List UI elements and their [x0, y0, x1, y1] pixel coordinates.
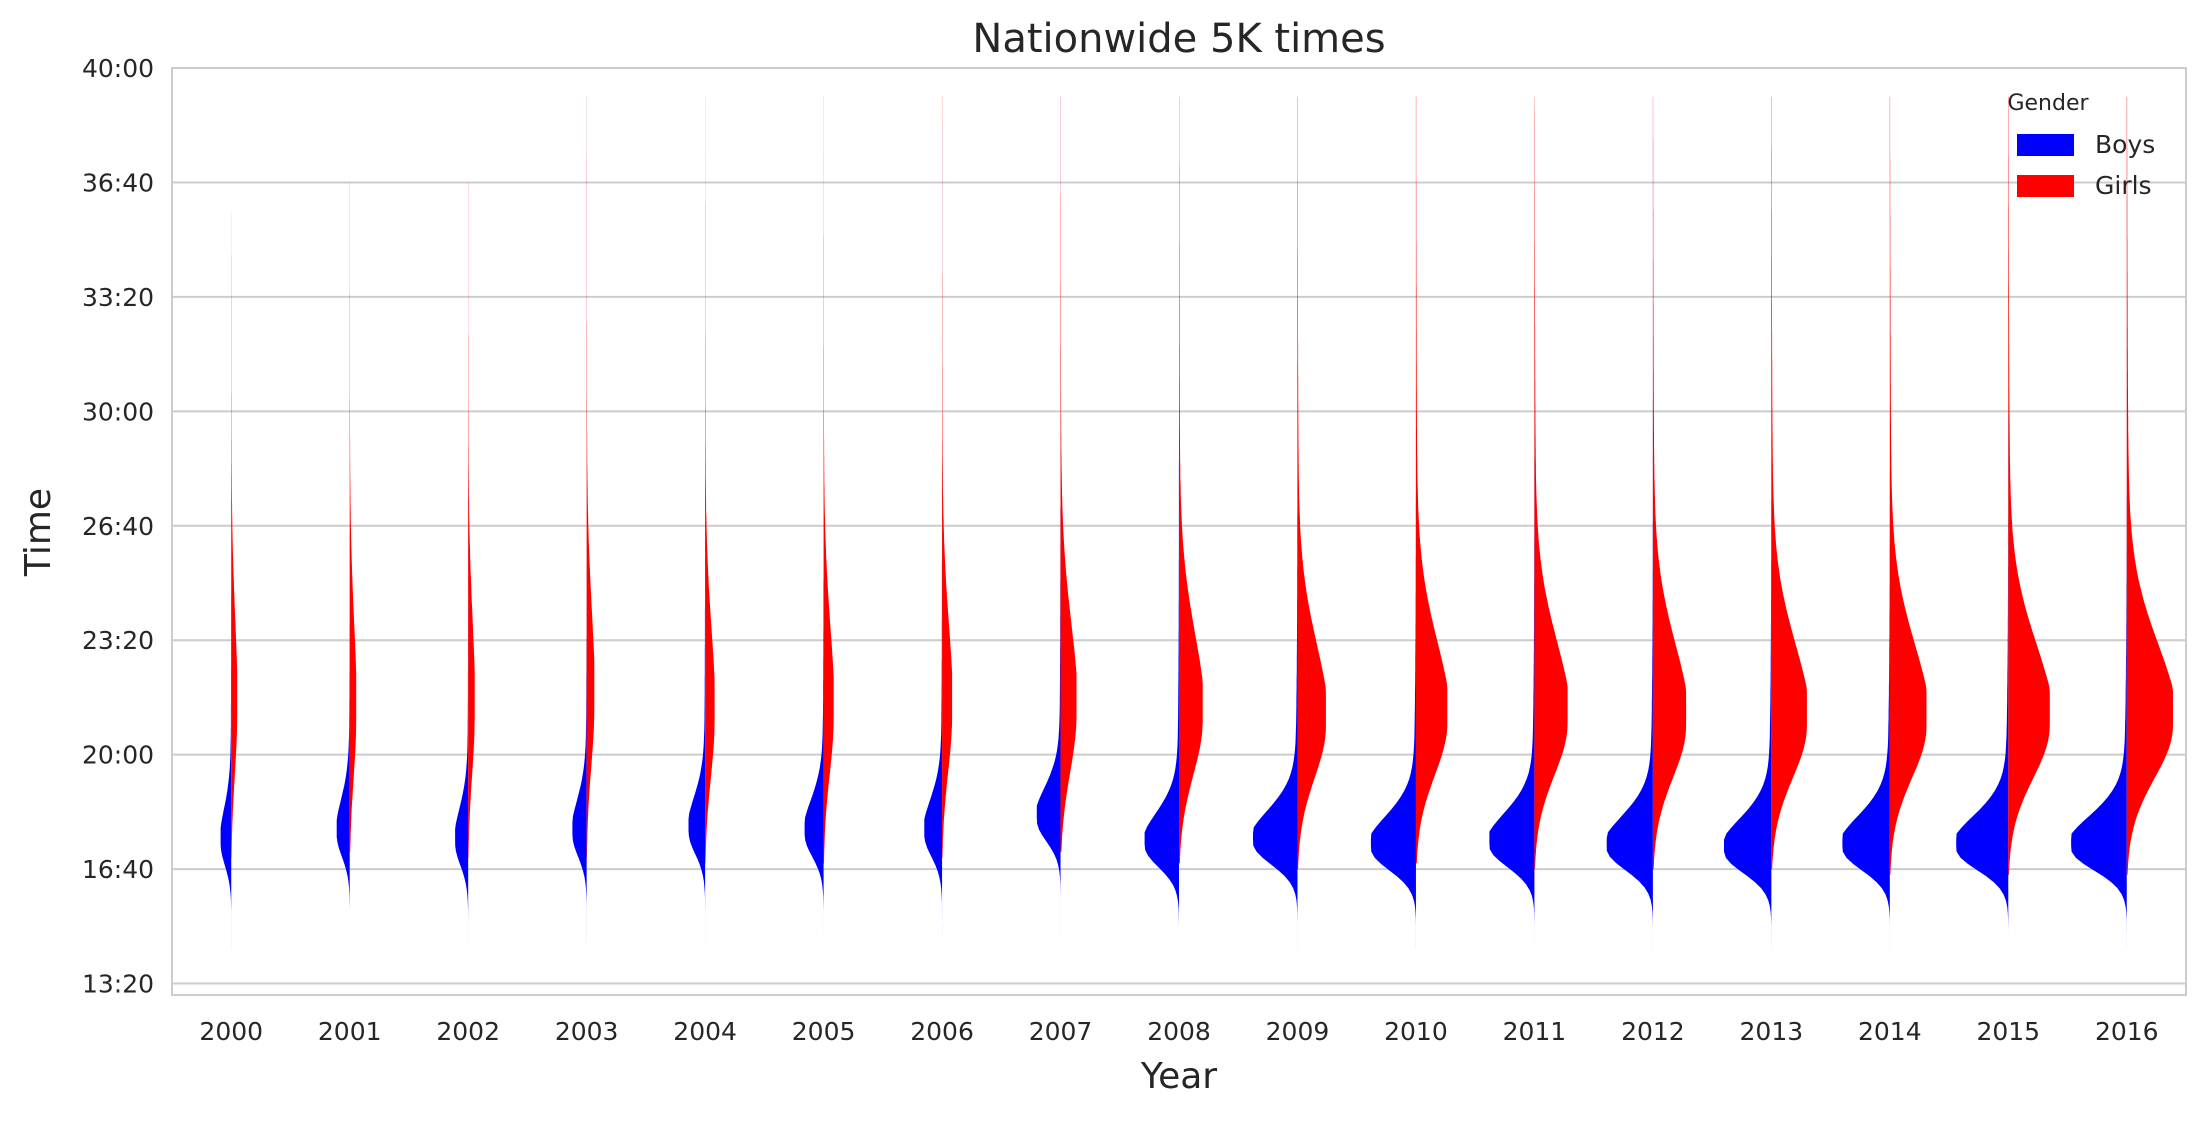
x-tick-label: 2011: [1503, 1017, 1567, 1046]
x-tick-label: 2015: [1976, 1017, 2040, 1046]
violin-girls-2012: [1652, 96, 1687, 870]
violin-boys-2002: [455, 182, 469, 944]
x-tick-label: 2005: [792, 1017, 856, 1046]
x-tick-label: 2013: [1740, 1017, 1804, 1046]
violin-boys-2007: [1036, 96, 1061, 938]
violin-boys-2004: [688, 153, 706, 944]
violin-girls-2007: [1060, 96, 1077, 852]
x-tick-label: 2008: [1147, 1017, 1211, 1046]
y-axis-label: Time: [18, 488, 59, 577]
violin-boys-2011: [1489, 125, 1535, 950]
violin-girls-2005: [823, 96, 834, 864]
violin-girls-2011: [1534, 96, 1568, 870]
violin-girls-2003: [586, 96, 595, 858]
violin-girls-2006: [942, 96, 953, 858]
x-tick-label: 2016: [2095, 1017, 2159, 1046]
chart-title: Nationwide 5K times: [972, 16, 1385, 62]
x-tick-label: 2010: [1384, 1017, 1448, 1046]
violin-girls-2004: [705, 96, 715, 864]
legend: Gender Boys Girls: [2007, 91, 2155, 200]
y-tick-label: 13:20: [82, 970, 154, 999]
legend-label-girls: Girls: [2095, 171, 2152, 200]
y-tick-label: 26:40: [82, 512, 154, 541]
plot-frame: [171, 67, 2187, 996]
violin-boys-2006: [924, 125, 943, 935]
violin-boys-2012: [1606, 96, 1653, 955]
x-tick-label: 2004: [673, 1017, 737, 1046]
violin-girls-2009: [1297, 96, 1326, 870]
violins: [220, 96, 2173, 955]
x-tick-label: 2002: [436, 1017, 500, 1046]
legend-label-boys: Boys: [2095, 130, 2155, 159]
x-tick-label: 2006: [910, 1017, 974, 1046]
violin-boys-2013: [1724, 96, 1772, 950]
x-tick-label: 2003: [555, 1017, 619, 1046]
y-tick-label: 16:40: [82, 855, 154, 884]
violin-girls-2000: [231, 211, 238, 858]
violin-girls-2010: [1415, 96, 1448, 864]
violin-boys-2008: [1144, 125, 1179, 944]
y-tick-label: 23:20: [82, 626, 154, 655]
legend-title: Gender: [2007, 91, 2089, 116]
x-tick-label: 2009: [1266, 1017, 1330, 1046]
y-tick-labels: 13:20 16:40 20:00 23:20 26:40 30:00 33:20 36:40…: [82, 54, 154, 999]
violin-boys-2005: [804, 153, 824, 935]
x-tick-label: 2000: [199, 1017, 263, 1046]
x-tick-label: 2007: [1029, 1017, 1093, 1046]
violin-girls-2013: [1771, 96, 1807, 870]
x-tick-labels: 2000 2001 2002 2003 2004 2005 2006 2007 2008 2009…: [199, 1017, 2158, 1046]
legend-swatch-girls: [2017, 175, 2074, 197]
legend-swatch-boys: [2017, 134, 2074, 156]
x-tick-label: 2001: [318, 1017, 382, 1046]
y-tick-label: 33:20: [82, 283, 154, 312]
x-axis-label: Year: [1140, 1056, 1217, 1097]
violin-boys-2000: [220, 296, 232, 950]
violin-boys-2014: [1842, 96, 1890, 950]
y-tick-label: 40:00: [82, 54, 154, 83]
violin-boys-2003: [572, 96, 587, 944]
violin-girls-2001: [349, 182, 357, 852]
y-tick-label: 30:00: [82, 397, 154, 426]
violin-boys-2015: [1956, 96, 2009, 950]
violin-boys-2009: [1253, 96, 1298, 950]
x-tick-label: 2014: [1858, 1017, 1922, 1046]
violin-girls-2008: [1179, 96, 1203, 864]
violin-boys-2001: [336, 153, 350, 938]
violin-girls-2014: [1889, 96, 1927, 875]
violin-girls-2002: [468, 182, 475, 858]
violin-boys-2010: [1370, 96, 1416, 950]
y-tick-label: 20:00: [82, 741, 154, 770]
violin-girls-2016: [2126, 96, 2173, 875]
x-tick-label: 2012: [1621, 1017, 1685, 1046]
violin-boys-2016: [2071, 96, 2127, 950]
violin-girls-2015: [2008, 96, 2050, 875]
y-tick-label: 36:40: [82, 168, 154, 197]
